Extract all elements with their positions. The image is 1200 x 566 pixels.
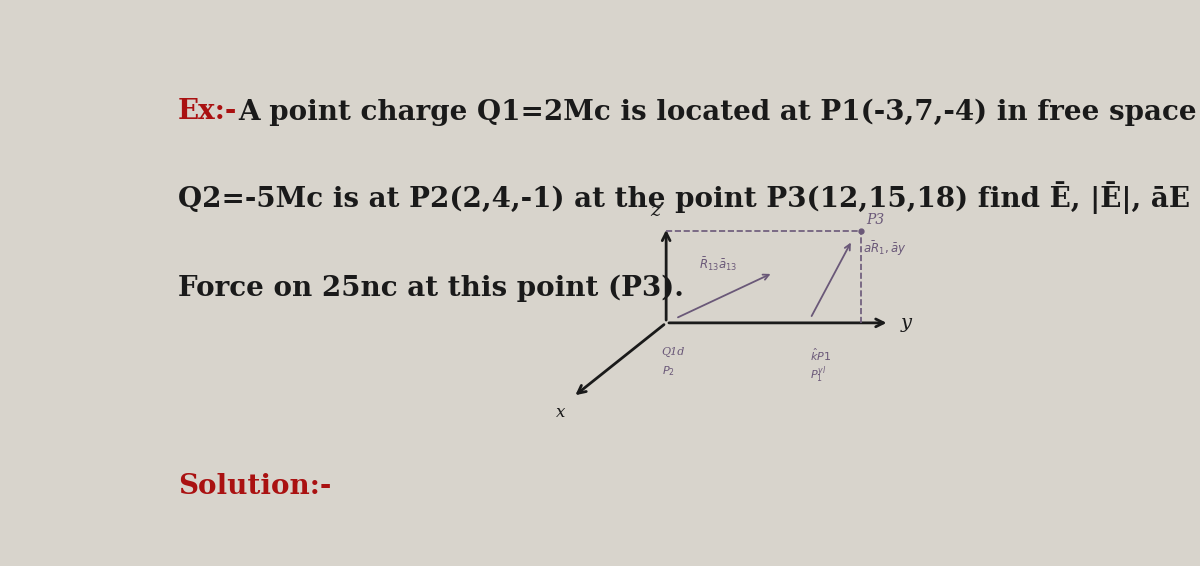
Text: $\bar{aR}_{1},\bar{a}y$: $\bar{aR}_{1},\bar{a}y$ bbox=[863, 239, 907, 258]
Text: Q1d: Q1d bbox=[661, 347, 685, 357]
Text: P3: P3 bbox=[866, 213, 884, 227]
Text: Solution:-: Solution:- bbox=[178, 473, 331, 500]
Text: x: x bbox=[557, 404, 565, 421]
Text: z: z bbox=[650, 203, 660, 220]
Text: $P_1^{yl}$: $P_1^{yl}$ bbox=[810, 365, 827, 385]
Text: $\hat{k}P1$: $\hat{k}P1$ bbox=[810, 347, 832, 363]
Text: A point charge Q1=2Mc is located at P1(-3,7,-4) in free space while: A point charge Q1=2Mc is located at P1(-… bbox=[239, 98, 1200, 126]
Text: Ex:-: Ex:- bbox=[178, 98, 238, 126]
Text: $P_2$: $P_2$ bbox=[661, 365, 674, 378]
Text: $\bar{R}_{13}\bar{a}_{13}$: $\bar{R}_{13}\bar{a}_{13}$ bbox=[698, 255, 737, 273]
Text: Force on 25nc at this point (P3).: Force on 25nc at this point (P3). bbox=[178, 275, 684, 302]
Text: y: y bbox=[900, 314, 912, 332]
Text: Q2=-5Mc is at P2(2,4,-1) at the point P3(12,15,18) find Ē, |Ē|, āE the: Q2=-5Mc is at P2(2,4,-1) at the point P3… bbox=[178, 181, 1200, 214]
